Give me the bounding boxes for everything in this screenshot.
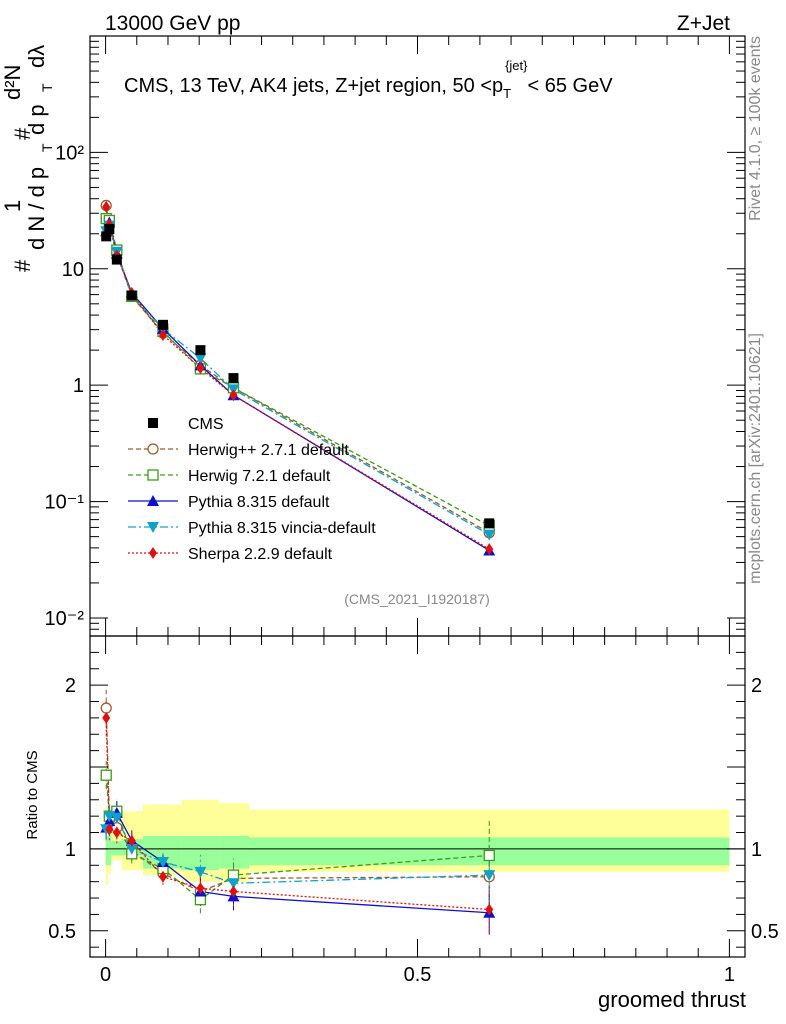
ratio-point-3-3	[125, 843, 138, 855]
ratio-point-4-4	[158, 870, 167, 883]
header-right: Z+Jet	[677, 12, 730, 35]
main-point-3-7	[483, 529, 496, 541]
ytick-label-4: 10²	[55, 142, 84, 164]
ylabel-dl: dλ	[24, 45, 49, 68]
axis-ticks	[90, 36, 745, 957]
ratio-point-1-0	[100, 769, 112, 781]
main-point-3-5	[194, 353, 207, 365]
ytick-label-3: 10	[62, 259, 84, 281]
main-point-4-7	[485, 543, 494, 556]
header-left: 13000 GeV pp	[105, 12, 240, 35]
xtick-label-1: 0.5	[404, 964, 432, 986]
rivet-version: Rivet 4.1.0, ≥ 100k events	[747, 36, 764, 221]
chart-title: CMS, 13 TeV, AK4 jets, Z+jet region, 50 …	[124, 58, 613, 101]
title-sub: T	[503, 86, 511, 101]
main-point-4-6	[229, 389, 238, 402]
mcplots-source: mcplots.cern.ch [arXiv:2401.10621]	[747, 333, 764, 584]
legend-marker-3	[147, 495, 159, 506]
cms-point-1	[104, 223, 115, 234]
legend-label-0: CMS	[188, 416, 224, 433]
ratio-point-3-5	[194, 866, 207, 878]
legend-marker-0	[148, 418, 158, 428]
band-stat-5	[181, 835, 220, 871]
legend-marker-4	[147, 522, 159, 533]
ratio-point-4-0	[102, 711, 111, 724]
ratio-point-3-6	[227, 878, 240, 890]
title-pre: CMS, 13 TeV, AK4 jets, Z+jet region, 50 …	[124, 75, 503, 97]
legend-marker-1	[147, 443, 159, 455]
ylabel-hash-1: #	[10, 259, 35, 272]
ylabel-dpt: d p	[24, 104, 49, 135]
ylabel-d2n: d²N	[0, 65, 25, 100]
cms-point-6	[228, 373, 239, 384]
legend-label-2: Herwig 7.2.1 default	[188, 468, 331, 485]
rtick-label-left-1: 1	[65, 839, 76, 861]
title-post: < 65 GeV	[528, 75, 614, 97]
rtick-label-right-0: 0.5	[751, 921, 779, 943]
xtick-label-0: 0	[100, 964, 111, 986]
analysis-watermark: (CMS_2021_I1920187)	[344, 591, 490, 607]
ytick-label-0: 10⁻²	[45, 608, 85, 630]
ratio-point-4-6	[229, 885, 238, 898]
rtick-label-left-2: 2	[65, 675, 76, 697]
ytick-label-2: 1	[73, 375, 84, 397]
y-axis-label: # 1 d N / d p T # d²N d p T dλ	[0, 45, 55, 272]
legend-marker-2	[147, 469, 159, 481]
legend: CMS Herwig++ 2.7.1 default Herwig 7.2.1 de…	[128, 416, 376, 563]
ylabel-dn: d N / d p	[24, 167, 49, 250]
ratio-point-3-4	[156, 857, 169, 869]
rtick-label-right-2: 2	[751, 675, 762, 697]
ylabel-t1: T	[39, 143, 55, 152]
ratio-point-4-1	[105, 823, 114, 836]
rtick-label-left-0: 0.5	[48, 921, 76, 943]
legend-marker-5	[149, 547, 157, 559]
ratio-point-4-2	[112, 826, 121, 839]
ratio-point-1-7	[483, 849, 495, 862]
band-stat-6	[219, 835, 250, 869]
ratio-point-0-0	[100, 702, 112, 714]
legend-label-4: Pythia 8.315 vincia-default	[188, 520, 376, 537]
main-point-4-5	[196, 362, 205, 375]
cms-point-2	[111, 254, 122, 265]
rtick-label-right-1: 1	[751, 839, 762, 861]
ylabel-t2: T	[39, 83, 55, 92]
ratio-point-4-7	[485, 903, 494, 916]
markers	[100, 199, 496, 918]
ratio-point-4-3	[127, 834, 136, 847]
x-axis-label: groomed thrust	[598, 987, 746, 1012]
ytick-label-1: 10⁻¹	[45, 492, 85, 514]
cms-point-0	[101, 231, 112, 242]
uncertainty-bands	[90, 799, 745, 885]
xtick-label-2: 1	[724, 964, 735, 986]
main-line-3	[105, 223, 490, 536]
legend-label-3: Pythia 8.315 default	[188, 494, 330, 511]
band-stat-0	[105, 835, 109, 866]
band-stat-2	[111, 840, 122, 856]
ratio-point-3-7	[483, 870, 496, 882]
ratio-point-4-5	[196, 882, 205, 895]
ratio-y-label: Ratio to CMS	[24, 750, 41, 839]
main-point-4-4	[158, 328, 167, 341]
ylabel-hash-2: #	[10, 127, 35, 140]
ratio-point-3-2	[110, 812, 123, 824]
cms-point-5	[195, 345, 206, 356]
axis-labels: 0 0.5 1 10⁻² 10⁻¹ 1 10 10² 0.5 0.5 1 1 2 2	[45, 142, 779, 986]
legend-label-5: Sherpa 2.2.9 default	[188, 546, 333, 563]
legend-label-1: Herwig++ 2.7.1 default	[188, 442, 350, 459]
title-sup: {jet}	[505, 58, 528, 73]
cms-point-7	[484, 518, 495, 529]
cms-point-3	[126, 290, 137, 301]
ratio-frame	[89, 635, 746, 958]
main-point-4-0	[102, 200, 111, 213]
cms-point-4	[157, 319, 168, 330]
ylabel-one: 1	[0, 200, 25, 212]
